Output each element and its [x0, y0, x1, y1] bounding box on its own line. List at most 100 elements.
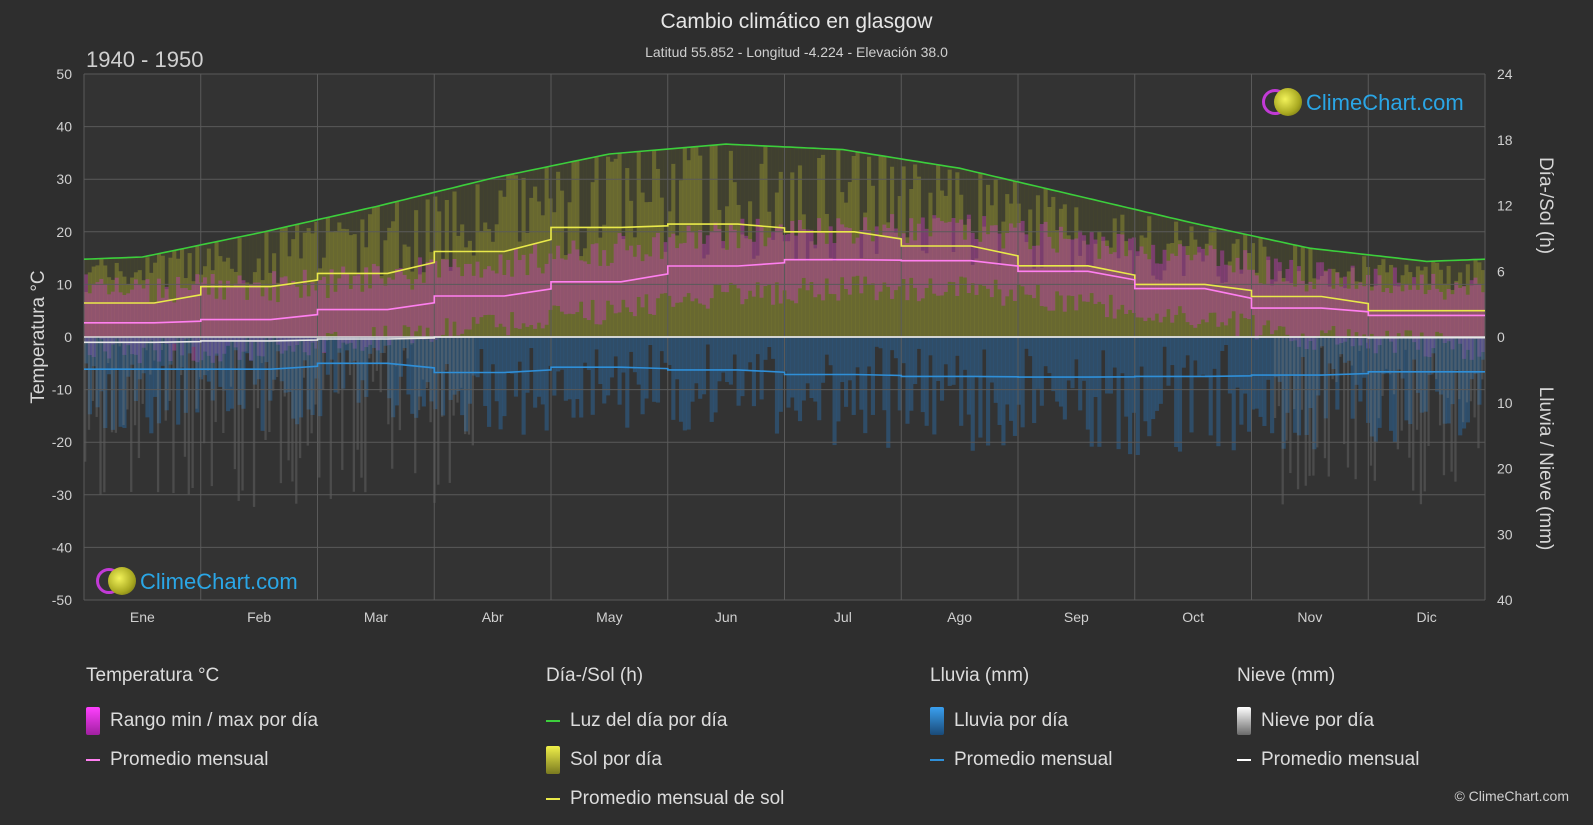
daylight-day-bar [625, 152, 630, 337]
rain-day-bar [936, 337, 941, 381]
daylight-day-bar [1174, 219, 1179, 337]
daylight-day-bar [1097, 201, 1102, 337]
daylight-day-bar [820, 148, 826, 337]
sunshine-day-bar [932, 218, 937, 337]
sunshine-day-bar [744, 238, 749, 337]
temp-range-day-bar [744, 235, 749, 300]
daylight-day-bar [629, 152, 634, 337]
daylight-day-bar [283, 226, 288, 337]
sunshine-day-bar [379, 275, 384, 337]
sunshine-day-bar [95, 265, 100, 337]
daylight-day-bar [168, 251, 173, 337]
rain-day-bar [467, 337, 472, 404]
daylight-day-bar [1208, 226, 1213, 337]
temp-range-day-bar [107, 294, 112, 359]
rain-day-bar [164, 337, 169, 411]
rain-day-bar [567, 337, 572, 400]
rain-day-bar [1239, 337, 1244, 425]
rain-day-bar [859, 337, 864, 410]
rain-day-bar [701, 337, 707, 395]
sunshine-day-bar [1446, 265, 1451, 337]
temp-range-day-bar [947, 221, 952, 282]
daylight-day-bar [1158, 215, 1163, 337]
rain-day-bar [287, 337, 292, 392]
temp-range-day-bar [878, 236, 883, 292]
rain-day-bar [1220, 337, 1225, 351]
sunshine-day-bar [1078, 255, 1083, 337]
rain-day-bar [563, 337, 568, 401]
rain-day-bar [1442, 337, 1447, 424]
daylight-day-bar [1281, 242, 1286, 337]
rain-day-bar [1358, 337, 1363, 402]
temp-range-day-bar [970, 232, 975, 284]
daylight-day-bar [682, 147, 687, 337]
daylight-day-bar [759, 145, 764, 337]
temp-range-day-bar [1277, 262, 1282, 327]
snow-day-bar [375, 337, 379, 371]
temp-range-day-bar [820, 232, 826, 301]
daylight-day-bar [1385, 256, 1390, 337]
temp-range-day-bar [540, 273, 545, 329]
temp-range-day-bar [103, 284, 108, 352]
rain-day-bar [824, 337, 829, 355]
daylight-day-bar [1354, 253, 1359, 337]
rain-day-bar [1028, 337, 1033, 357]
temp-range-day-bar [168, 298, 173, 362]
daylight-day-bar [893, 158, 899, 337]
daylight-day-bar [540, 167, 545, 337]
temp-range-day-bar [736, 248, 741, 289]
rain-day-bar [333, 337, 338, 393]
sunshine-day-bar [824, 213, 829, 337]
daylight-day-bar [295, 224, 300, 337]
rain-day-bar [1043, 337, 1048, 367]
rain-day-bar [249, 337, 254, 361]
temp-range-day-bar [1139, 246, 1144, 318]
temp-range-day-bar [287, 285, 292, 346]
daylight-day-bar [1481, 259, 1486, 337]
temp-range-day-bar [275, 302, 281, 345]
logo-top[interactable]: ClimeChart.com [1262, 88, 1464, 118]
sunshine-day-bar [402, 244, 407, 337]
daylight-day-bar [444, 189, 449, 337]
temp-range-day-bar [252, 282, 258, 342]
temp-range-day-bar [1124, 256, 1129, 314]
snow-day-bar [417, 337, 421, 411]
logo-text: ClimeChart.com [1306, 90, 1464, 115]
rain-day-bar [1266, 337, 1271, 380]
sunshine-day-bar [1350, 267, 1355, 337]
temp-range-day-bar [959, 219, 964, 277]
legend-snow-day: Nieve por día [1237, 701, 1419, 740]
temp-range-day-bar [126, 293, 131, 346]
daylight-day-bar [1270, 240, 1275, 337]
temp-range-day-bar [210, 274, 215, 363]
daylight-day-bar [1009, 180, 1014, 337]
temp-range-day-bar [1151, 244, 1156, 321]
sunshine-day-bar [1289, 282, 1294, 337]
snow-day-bar [1350, 337, 1353, 366]
rain-day-bar [1231, 337, 1236, 451]
temp-range-day-bar [233, 283, 238, 348]
temp-range-day-bar [939, 221, 945, 296]
logo-bottom[interactable]: ClimeChart.com [96, 567, 298, 597]
sunshine-day-bar [494, 224, 499, 337]
daylight-day-bar [606, 154, 611, 337]
rain-day-bar [713, 337, 718, 413]
daylight-day-bar [1266, 239, 1271, 337]
rain-day-bar [774, 337, 780, 434]
sunshine-day-bar [1308, 248, 1313, 337]
sunshine-day-bar [536, 201, 542, 337]
sunshine-day-bar [318, 268, 323, 337]
rain-day-bar [1174, 337, 1179, 448]
daylight-day-bar [874, 154, 879, 337]
sunshine-day-bar [544, 166, 549, 337]
daylight-day-bar [375, 206, 380, 337]
temp-range-day-bar [1250, 269, 1255, 316]
temp-range-day-bar [1108, 253, 1113, 295]
sunshine-day-bar [939, 190, 945, 337]
rain-day-bar [107, 337, 112, 375]
rain-day-bar [475, 337, 480, 378]
sunshine-day-bar [717, 209, 722, 337]
rain-day-bar [1327, 337, 1332, 364]
daylight-day-bar [1300, 246, 1305, 337]
sunshine-day-bar [1105, 240, 1110, 337]
